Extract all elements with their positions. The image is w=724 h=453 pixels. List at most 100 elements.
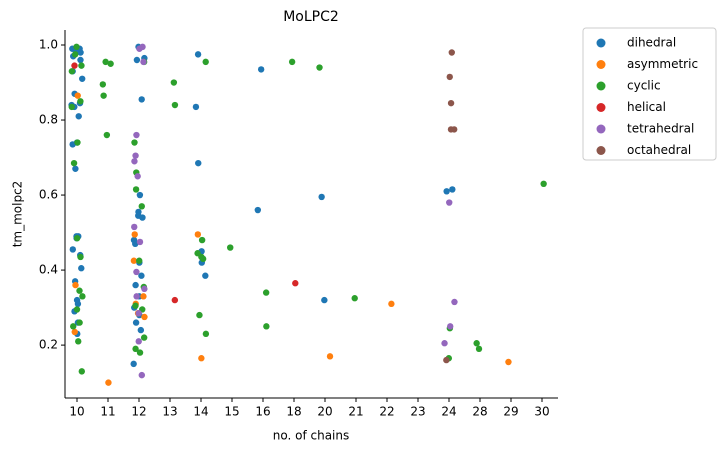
point [133,56,141,64]
point [140,293,147,300]
point [318,193,325,201]
point [132,152,139,159]
point [227,244,234,251]
point [198,236,206,244]
point [138,371,146,379]
point [72,281,79,289]
x-tick-label: 28 [472,405,487,419]
legend-marker [596,60,606,69]
point [198,355,205,362]
legend-marker [596,146,606,155]
legend-marker [596,81,606,91]
point [194,51,202,58]
point [102,58,109,66]
x-tick-label: 30 [534,405,549,419]
point [170,79,178,86]
legend-marker [596,103,606,112]
point [141,285,148,293]
point [132,302,139,309]
point [136,191,144,199]
point [132,345,139,353]
point [194,231,202,238]
point [71,328,78,336]
point [447,99,455,107]
legend-marker [596,124,606,134]
x-tick-label: 22 [379,405,394,419]
point [74,92,81,99]
point [136,238,144,246]
point [449,186,456,193]
point [74,300,82,308]
point [73,306,81,313]
legend-label: octahedral [627,143,691,157]
point [447,126,455,133]
point [540,180,547,188]
point [134,173,141,180]
point [74,139,81,146]
point [72,165,79,172]
point [132,281,139,289]
point [136,257,143,264]
legend-label: asymmetric [627,57,698,71]
point [135,338,142,345]
point [70,159,78,167]
point [262,289,270,296]
x-tick-label: 11 [100,405,115,419]
point [107,60,114,67]
legend-label: cyclic [627,79,661,93]
point [138,96,145,103]
point [171,296,179,304]
point [195,159,202,167]
point [132,319,140,326]
point [135,310,142,317]
point [76,319,83,326]
point [448,49,455,56]
y-axis-label: tm_molpc2 [11,181,25,248]
point [473,340,480,347]
legend-box [582,27,717,161]
x-tick-label: 21 [348,405,363,419]
x-tick-label: 18 [286,405,301,419]
point [263,323,270,330]
point [475,345,483,353]
x-tick-label: 14 [193,405,208,419]
point [69,141,76,148]
point [77,98,84,105]
point [76,287,83,294]
point [77,49,84,56]
x-axis-label: no. of chains [273,429,350,443]
point [136,45,143,52]
point [138,203,145,210]
x-tick-label: 24 [441,405,456,419]
point [133,131,140,139]
point [351,295,358,302]
point [105,379,112,386]
point [103,131,111,139]
point [70,323,77,330]
point [73,43,80,51]
x-tick-label: 29 [503,405,518,419]
point [257,66,265,73]
point [78,265,85,272]
point [443,356,450,364]
point [131,223,138,231]
point [133,268,140,276]
point [71,62,78,69]
point [77,253,84,261]
point [451,298,458,306]
chart-title: MoLPC2 [283,9,339,25]
x-tick-label: 20 [317,405,332,419]
point [131,231,138,238]
point [326,353,334,360]
point [79,293,86,300]
point [130,257,138,264]
x-tick-label: 10 [69,405,84,419]
x-tick-label: 16 [255,405,270,419]
point [133,293,140,300]
y-tick-label: 0.8 [39,113,58,127]
point [130,360,137,368]
point [100,92,107,99]
point [388,300,395,308]
x-tick-label: 13 [162,405,177,419]
legend-label: dihedral [627,36,676,50]
